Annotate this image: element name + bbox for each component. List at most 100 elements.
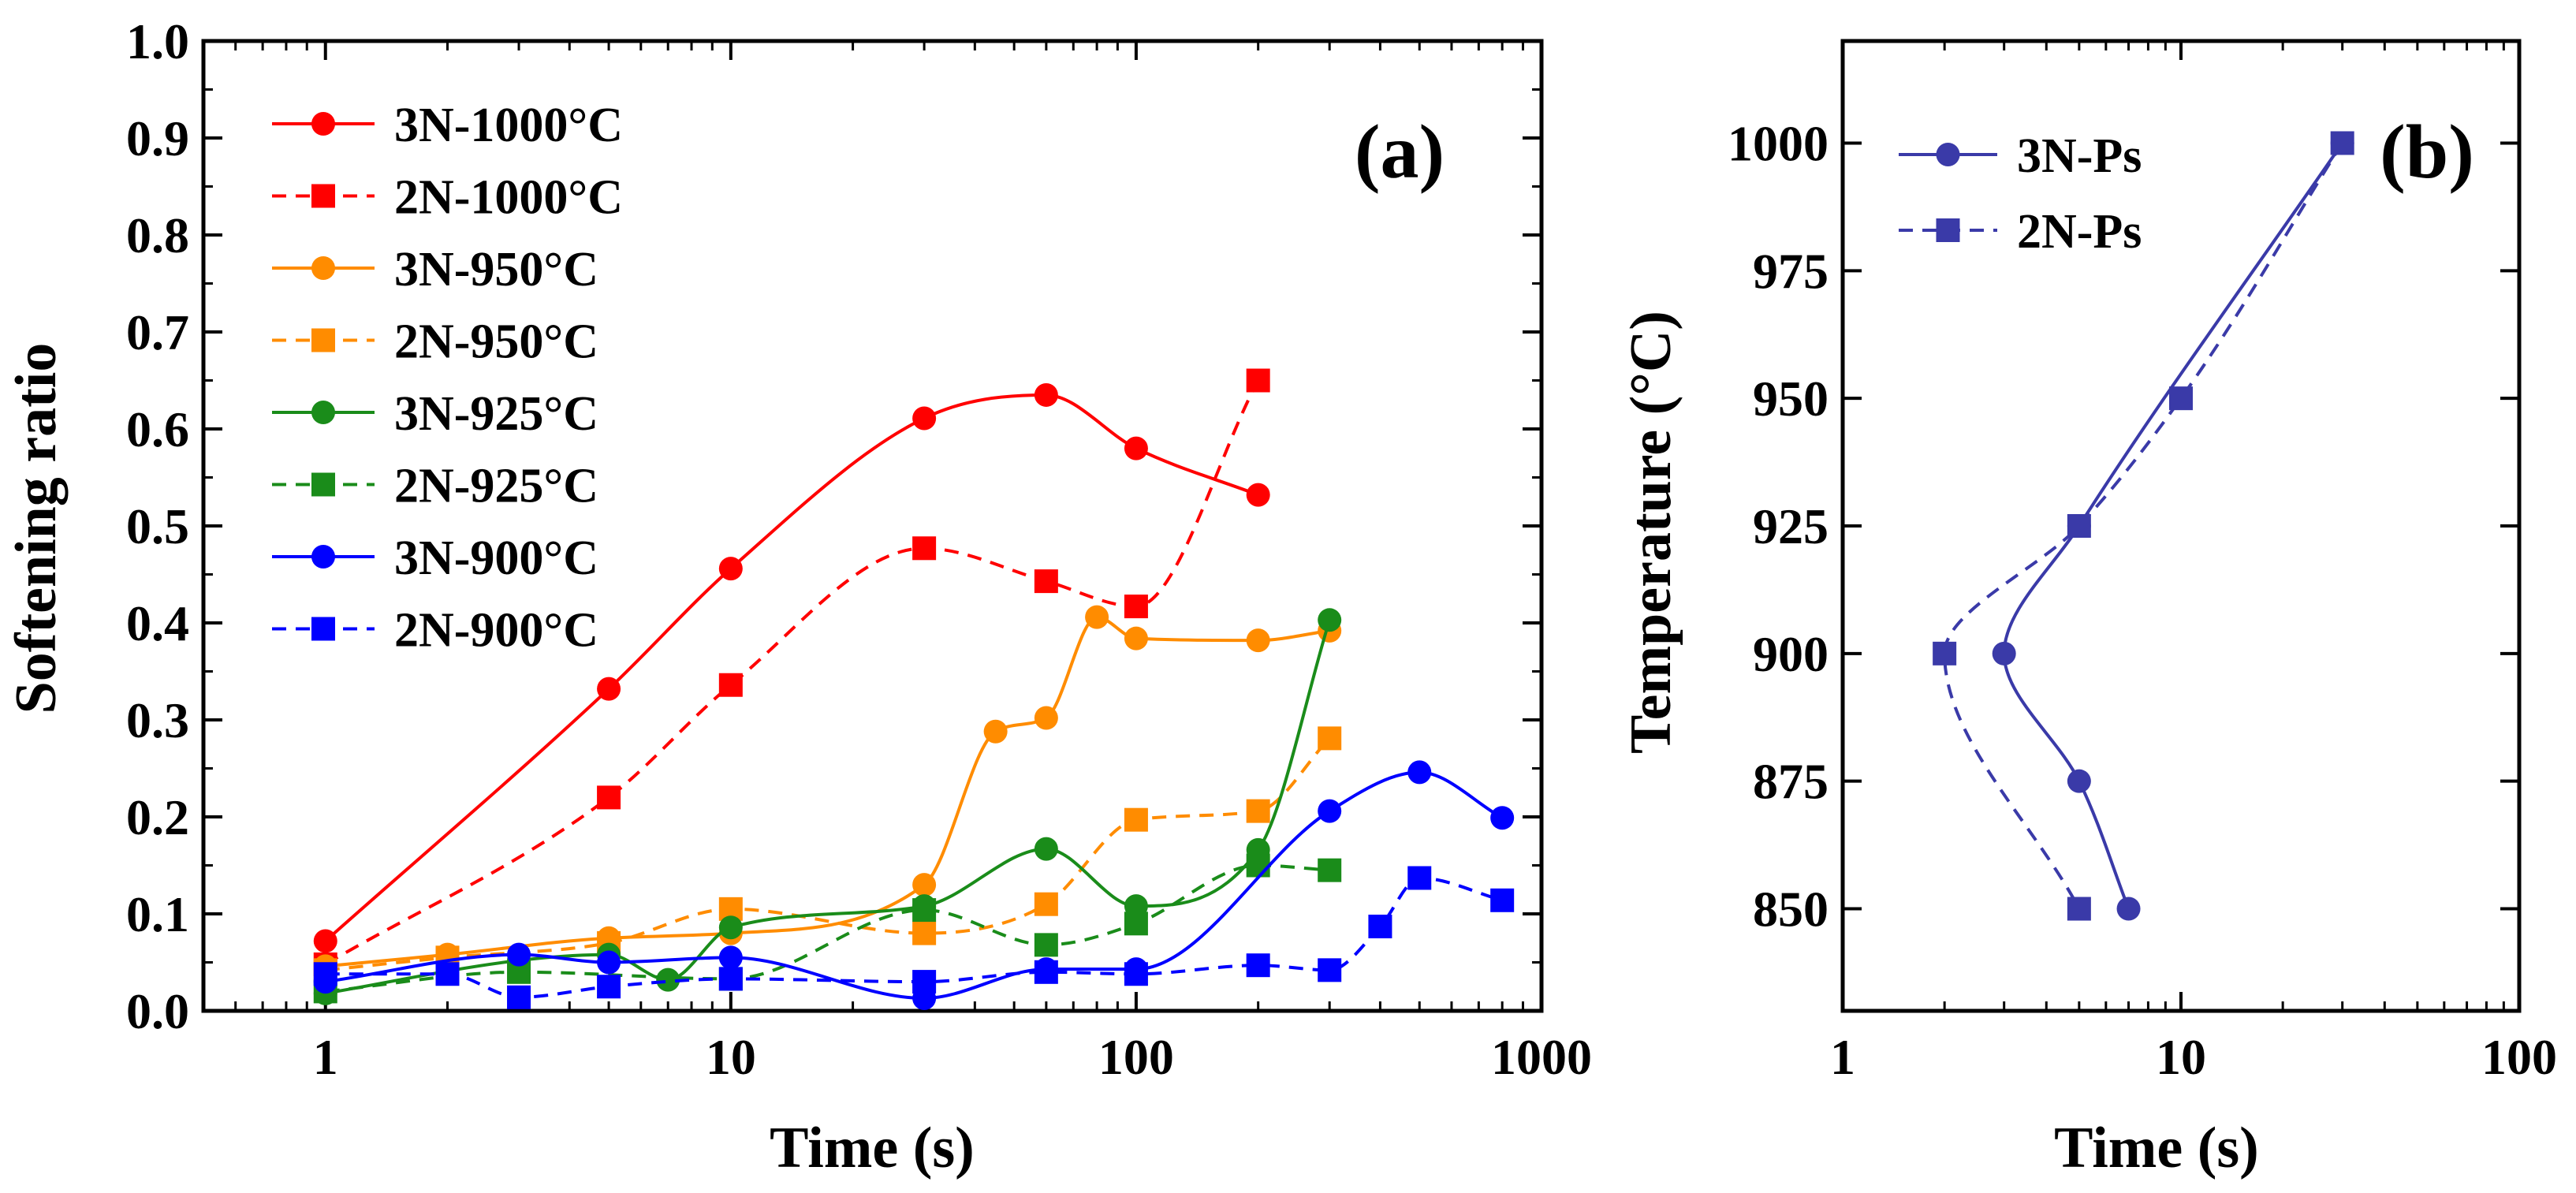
legend-marker <box>311 256 335 280</box>
legend-marker <box>311 472 335 497</box>
series-3N-1000°C <box>313 382 1270 953</box>
data-point-3N-Ps <box>2116 897 2141 921</box>
x-tick-label: 1000 <box>1491 1029 1592 1085</box>
data-point-3N-950°C <box>1246 628 1270 653</box>
data-point-2N-925°C <box>1318 858 1342 882</box>
data-point-3N-1000°C <box>1034 382 1058 407</box>
data-point-2N-950°C <box>1124 807 1148 832</box>
data-point-3N-900°C <box>1407 760 1432 785</box>
panel-a-y-tick-labels: 0.0 0.1 0.2 0.3 0.4 0.5 0.6 0.7 0.8 0.9 1.0 <box>126 13 189 1039</box>
panel-a-legend: 3N-1000°C 2N-1000°C 3N-950°C 2N-950°C 3N-925… <box>272 99 623 658</box>
legend-marker <box>311 328 335 352</box>
panel-a-x-tick-labels: 1 10 100 1000 <box>313 1029 1592 1085</box>
y-tick-label: 0.3 <box>126 692 189 748</box>
legend-marker <box>311 112 335 136</box>
legend-label: 2N-900°C <box>394 604 598 658</box>
legend-label: 3N-1000°C <box>394 99 623 152</box>
data-point-3N-950°C <box>1124 626 1148 651</box>
y-tick-label: 0.5 <box>126 498 189 554</box>
data-point-2N-950°C <box>1034 892 1058 916</box>
data-point-2N-900°C <box>313 962 337 986</box>
x-tick-label: 100 <box>2481 1029 2557 1085</box>
x-tick-label: 1 <box>313 1029 338 1085</box>
panel-b-x-tick-labels: 1 10 100 <box>1830 1029 2557 1085</box>
series-line-3N-950°C <box>325 615 1330 968</box>
series-line-3N-900°C <box>325 770 1504 1001</box>
data-point-2N-900°C <box>507 985 531 1009</box>
data-point-2N-1000°C <box>1246 368 1270 393</box>
legend-marker <box>311 184 335 208</box>
data-point-2N-925°C <box>1124 912 1148 936</box>
y-tick-label: 1000 <box>1728 115 1829 171</box>
data-point-2N-900°C <box>1246 953 1270 978</box>
data-point-3N-900°C <box>1318 799 1342 823</box>
y-tick-label: 0.2 <box>126 789 189 845</box>
data-point-2N-Ps <box>2067 514 2091 538</box>
data-point-2N-900°C <box>718 967 743 991</box>
series-2N-900°C <box>313 866 1515 1009</box>
y-tick-label: 1.0 <box>126 13 189 69</box>
data-point-3N-950°C <box>1034 706 1058 730</box>
data-point-2N-900°C <box>1034 960 1058 984</box>
data-point-3N-1000°C <box>597 677 621 701</box>
panel-a-label: (a) <box>1355 110 1445 195</box>
legend-label: 2N-Ps <box>2017 205 2142 259</box>
data-point-2N-900°C <box>597 975 621 999</box>
data-point-3N-1000°C <box>313 929 337 953</box>
data-point-2N-900°C <box>1124 962 1148 986</box>
data-point-3N-900°C <box>507 942 531 967</box>
legend-label: 2N-950°C <box>394 315 598 369</box>
data-point-2N-Ps <box>2067 897 2091 921</box>
legend-marker <box>1936 218 1960 242</box>
panel-a-y-axis-label: Softening ratio <box>4 343 69 714</box>
data-point-3N-1000°C <box>912 406 937 431</box>
data-point-3N-950°C <box>1085 605 1109 629</box>
legend-marker <box>311 401 335 424</box>
y-tick-label: 950 <box>1753 371 1829 427</box>
data-point-2N-Ps <box>2330 131 2354 155</box>
data-point-2N-900°C <box>1368 914 1392 938</box>
data-point-2N-925°C <box>1034 933 1058 957</box>
data-point-2N-1000°C <box>912 536 937 561</box>
panel-b-legend: 3N-Ps 2N-Ps <box>1899 129 2142 259</box>
series-line-2N-950°C <box>325 736 1331 972</box>
x-tick-label: 10 <box>706 1029 756 1085</box>
y-tick-label: 900 <box>1753 626 1829 682</box>
data-point-2N-900°C <box>1407 866 1432 890</box>
data-point-2N-950°C <box>1246 799 1270 823</box>
panel-b-y-axis-label: Temperature (°C) <box>1619 311 1683 754</box>
y-tick-label: 0.4 <box>126 595 189 651</box>
data-point-3N-925°C <box>718 915 743 940</box>
data-point-2N-Ps <box>2169 386 2193 411</box>
series-line-2N-Ps <box>1943 142 2344 910</box>
y-tick-label: 925 <box>1753 498 1829 554</box>
data-point-3N-1000°C <box>1246 483 1270 507</box>
data-point-2N-1000°C <box>1034 569 1058 594</box>
data-point-2N-950°C <box>912 921 937 945</box>
data-point-2N-925°C <box>912 898 937 923</box>
data-point-2N-1000°C <box>1124 595 1148 619</box>
data-point-3N-925°C <box>1318 608 1342 632</box>
legend-label: 3N-950°C <box>394 243 598 296</box>
data-point-3N-Ps <box>2067 769 2091 793</box>
data-point-3N-900°C <box>718 945 743 970</box>
data-point-3N-Ps <box>1992 641 2016 665</box>
data-point-2N-900°C <box>1318 958 1342 982</box>
panel-b: (b) 1 10 100 850 875 900 925 950 975 1000 Time (… <box>1619 39 2557 1180</box>
data-point-2N-900°C <box>435 962 460 986</box>
series-line-3N-Ps <box>2002 142 2344 910</box>
y-tick-label: 0.0 <box>126 983 189 1039</box>
data-point-2N-900°C <box>1490 888 1515 912</box>
series-2N-Ps <box>1933 131 2354 921</box>
y-tick-label: 0.7 <box>126 304 189 360</box>
y-tick-label: 975 <box>1753 243 1829 299</box>
panel-a-x-axis-label: Time (s) <box>770 1116 975 1180</box>
legend-label: 3N-900°C <box>394 531 598 585</box>
x-tick-label: 1 <box>1830 1029 1855 1085</box>
panel-a-plot <box>201 39 1544 1013</box>
x-tick-label: 10 <box>2156 1029 2206 1085</box>
panel-b-x-axis-label: Time (s) <box>2054 1116 2259 1180</box>
data-point-3N-900°C <box>597 950 621 975</box>
legend-marker <box>311 617 335 641</box>
legend-label: 3N-Ps <box>2017 129 2142 183</box>
